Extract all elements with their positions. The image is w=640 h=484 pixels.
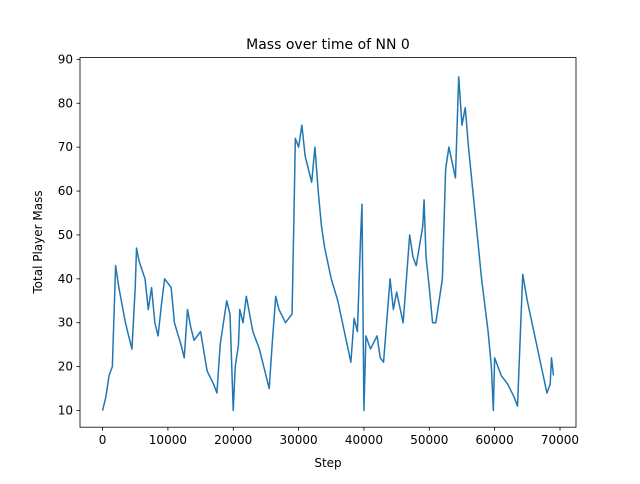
x-axis-label: Step xyxy=(314,456,341,470)
y-tick-label: 80 xyxy=(58,96,73,110)
x-tick-label: 60000 xyxy=(476,433,514,447)
y-tick-label: 50 xyxy=(58,228,73,242)
y-tick-label: 40 xyxy=(58,272,73,286)
y-tick-label: 90 xyxy=(58,52,73,66)
x-tick-label: 0 xyxy=(99,433,107,447)
plot-frame xyxy=(79,57,577,428)
y-axis-label: Total Player Mass xyxy=(31,190,45,294)
x-tick-label: 50000 xyxy=(410,433,448,447)
x-tick-label: 10000 xyxy=(149,433,187,447)
x-tick-label: 20000 xyxy=(214,433,252,447)
chart-title: Mass over time of NN 0 xyxy=(246,37,410,53)
x-tick-label: 40000 xyxy=(345,433,383,447)
y-tick-label: 70 xyxy=(58,140,73,154)
y-tick-label: 30 xyxy=(58,316,73,330)
y-tick-label: 10 xyxy=(58,404,73,418)
x-tick-label: 30000 xyxy=(279,433,317,447)
data-line xyxy=(101,76,555,412)
y-tick-label: 60 xyxy=(58,184,73,198)
x-tick-label: 70000 xyxy=(541,433,579,447)
y-tick-label: 20 xyxy=(58,360,73,374)
